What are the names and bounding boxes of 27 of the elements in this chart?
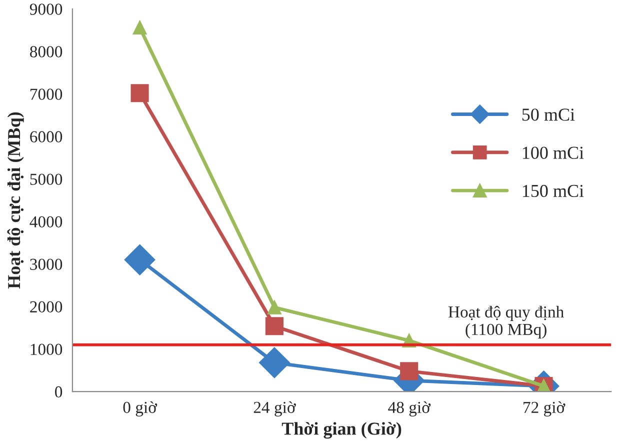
x-tick-label: 72 giờ (524, 401, 566, 417)
x-axis-title: Thời gian (Giờ) (282, 422, 402, 439)
y-tick-label: 9000 (30, 4, 62, 15)
point (124, 244, 156, 276)
y-tick-label: 4000 (30, 216, 62, 228)
x-tick-label: 48 giờ (388, 401, 431, 417)
legend-label: 150 mCi (522, 184, 584, 198)
legend-label: 100 mCi (522, 146, 584, 159)
x-tick-label: 24 giờ (254, 401, 296, 417)
point (132, 20, 147, 35)
legend-label: 50 mCi (522, 108, 575, 121)
y-tick-label: 3000 (30, 258, 62, 270)
y-tick-label: 5000 (30, 174, 62, 185)
point (259, 347, 290, 378)
y-tick-label: 2000 (30, 301, 62, 312)
y-tick-label: 6000 (30, 131, 62, 142)
ref-line-label: Hoạt độ quy định (1100 MBq) (448, 306, 564, 338)
y-tick-label: 7000 (30, 88, 62, 100)
y-tick-label: 0 (55, 386, 62, 398)
y-axis-title: Hoạt độ cực đại (MBq) (7, 112, 24, 289)
y-tick-label: 8000 (30, 46, 62, 58)
y-tick-label: 1000 (30, 344, 62, 356)
point (265, 317, 284, 336)
point (130, 84, 149, 102)
point (400, 362, 418, 380)
point (268, 300, 282, 314)
x-tick-label: 0 giờ (123, 401, 158, 417)
